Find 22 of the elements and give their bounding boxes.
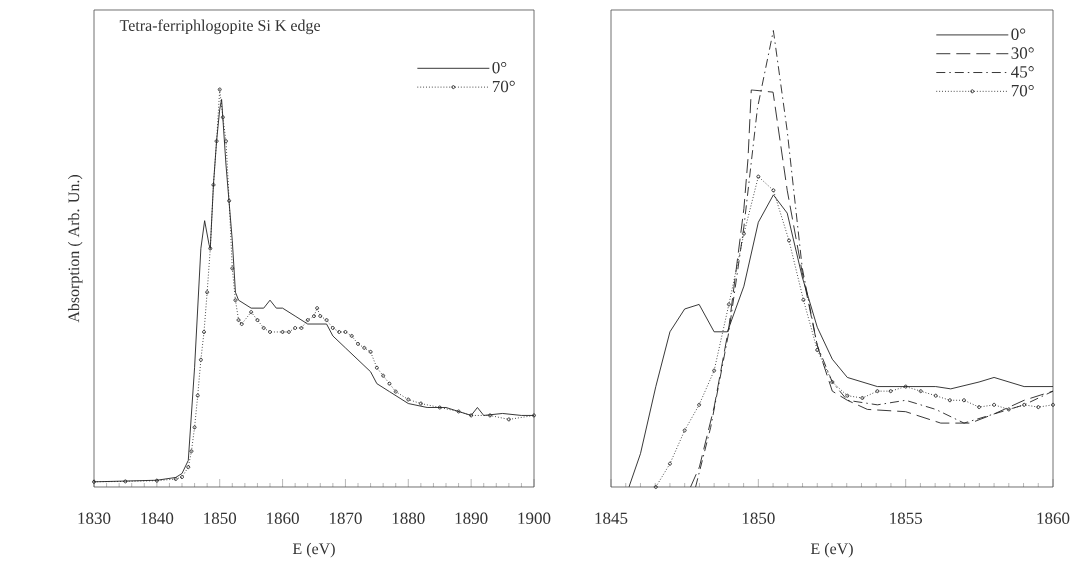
x-tick-label: 1850 <box>204 512 237 525</box>
x-axis-title: E (eV) <box>292 542 335 558</box>
legend-label: 70° <box>492 80 515 93</box>
legend-label: 30° <box>1011 47 1034 59</box>
x-axis-title: E (eV) <box>810 542 853 558</box>
x-tick-label: 1890 <box>455 512 488 525</box>
legend-label: 0° <box>492 61 507 74</box>
y-axis-title: Absorption ( Arb. Un.) <box>67 175 83 323</box>
chart-title: Tetra-ferriphlogopite Si K edge <box>119 19 321 35</box>
legend-label: 45° <box>1011 66 1034 78</box>
x-tick-label: 1900 <box>518 512 551 525</box>
x-tick-label: 1850 <box>742 512 775 525</box>
x-tick-label: 1870 <box>329 512 362 525</box>
x-tick-label: 1845 <box>595 512 628 525</box>
x-tick-label: 1880 <box>392 512 425 525</box>
x-tick-label: 1860 <box>1037 512 1070 525</box>
legend-label: 70° <box>1011 84 1034 97</box>
legend-label: 0° <box>1011 28 1026 40</box>
x-tick-label: 1860 <box>267 512 299 525</box>
x-tick-label: 1840 <box>141 512 174 525</box>
x-tick-label: 1830 <box>78 512 111 525</box>
x-tick-label: 1855 <box>890 512 923 525</box>
